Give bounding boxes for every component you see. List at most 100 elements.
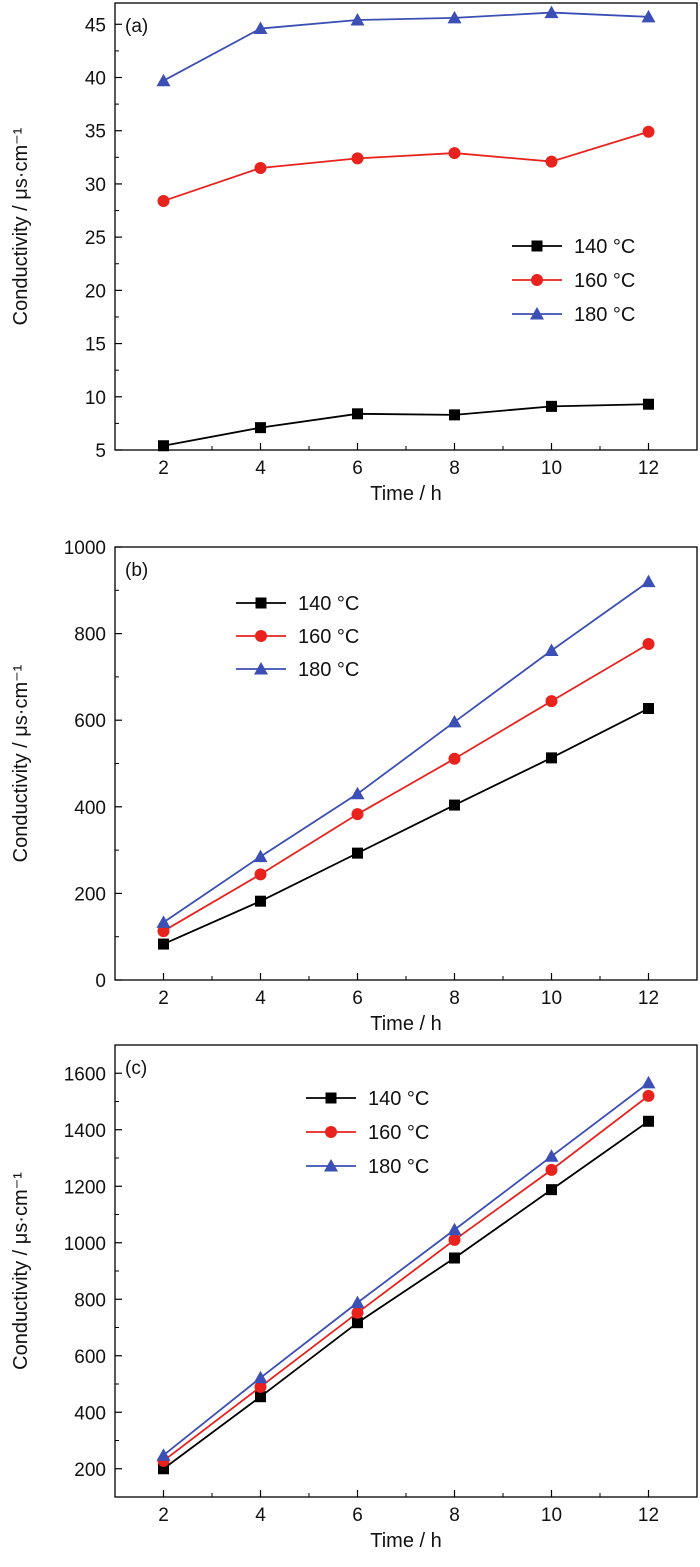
y-tick-label: 200	[74, 1460, 106, 1481]
legend: 140 °C 160 °C 180 °C	[306, 1088, 429, 1178]
legend-label: 180 °C	[368, 1156, 429, 1178]
data-point	[544, 5, 559, 19]
data-point	[643, 1115, 654, 1127]
panel-label: (a)	[125, 16, 148, 37]
panel-label: (b)	[125, 560, 148, 581]
legend-label: 140 °C	[298, 593, 359, 615]
series-2	[157, 125, 655, 207]
x-tick-label: 12	[638, 988, 659, 1009]
series-2	[157, 1089, 655, 1467]
data-point	[158, 440, 169, 452]
legend-label: 140 °C	[574, 236, 635, 258]
data-point	[642, 1089, 655, 1102]
plot-frame	[114, 2, 698, 451]
series-line	[162, 1120, 650, 1470]
data-point	[254, 868, 267, 881]
data-point	[641, 1075, 656, 1089]
series-line	[163, 403, 649, 447]
y-tick-label: 30	[85, 175, 106, 196]
series-3	[156, 1075, 656, 1461]
data-point	[253, 849, 268, 863]
data-point	[641, 574, 656, 588]
y-tick-label: 10	[85, 388, 106, 409]
data-point	[643, 398, 654, 410]
chart-panel-1: 2 4 6 8 10 12 5 10 15 20 25 30 35 40 45 Time / h Conduct…	[10, 2, 698, 505]
y-tick-label: 800	[74, 1290, 106, 1311]
series-3	[156, 5, 656, 87]
legend-label: 160 °C	[298, 626, 359, 648]
data-point	[643, 703, 654, 715]
data-point	[253, 1370, 268, 1384]
data-point	[449, 799, 460, 811]
plot-frame	[114, 546, 698, 981]
data-point	[642, 637, 655, 650]
legend: 140 °C 160 °C 180 °C	[236, 593, 359, 681]
data-point	[350, 786, 365, 800]
y-axis-label: Conductivity / μs·cm⁻¹	[10, 127, 32, 325]
data-point	[447, 714, 462, 728]
x-tick-label: 4	[255, 1505, 266, 1526]
x-tick-label: 2	[158, 1505, 169, 1526]
panel-label: (c)	[125, 1058, 147, 1079]
data-point	[352, 847, 363, 859]
y-tick-label: 1600	[64, 1064, 106, 1085]
x-tick-label: 6	[352, 458, 363, 479]
y-tick-label: 1000	[64, 538, 106, 559]
series-line	[162, 1095, 650, 1462]
data-point	[641, 9, 656, 23]
data-point	[351, 152, 364, 165]
chart-panel-3: 2 4 6 8 10 12 200 400 600 800 1000 1200 1400 1600 Time…	[10, 1044, 698, 1552]
y-tick-label: 25	[85, 228, 106, 249]
series-3	[156, 574, 656, 928]
data-point	[255, 895, 266, 907]
data-point	[449, 409, 460, 421]
x-axis-label: Time / h	[370, 1530, 442, 1552]
data-point	[448, 752, 461, 765]
legend-marker	[325, 1126, 337, 1138]
y-axis-label: Conductivity / μs·cm⁻¹	[10, 1172, 32, 1370]
y-tick-label: 1400	[64, 1121, 106, 1142]
series-line	[163, 11, 649, 82]
series-1	[158, 398, 654, 452]
x-tick-label: 2	[158, 458, 169, 479]
legend-marker	[254, 662, 268, 675]
data-point	[158, 1463, 169, 1475]
data-point	[157, 925, 170, 938]
data-point	[447, 1222, 462, 1236]
y-tick-label: 20	[85, 281, 106, 302]
x-tick-label: 12	[638, 1505, 659, 1526]
y-tick-label: 1000	[64, 1234, 106, 1255]
y-axis-label: Conductivity / μs·cm⁻¹	[10, 664, 32, 862]
data-point	[156, 73, 171, 87]
data-point	[158, 938, 169, 950]
data-point	[352, 408, 363, 420]
y-tick-label: 5	[95, 441, 106, 462]
data-point	[546, 400, 557, 412]
x-tick-label: 4	[255, 458, 266, 479]
y-tick-label: 1200	[64, 1177, 106, 1198]
data-point	[254, 161, 267, 174]
x-tick-label: 10	[541, 988, 562, 1009]
legend-marker	[530, 307, 544, 320]
x-tick-label: 6	[352, 988, 363, 1009]
series-line	[163, 707, 649, 945]
x-tick-label: 10	[541, 458, 562, 479]
series-1	[158, 703, 654, 950]
data-point	[255, 1391, 266, 1403]
data-point	[352, 1317, 363, 1329]
data-point	[351, 808, 364, 821]
x-axis-label: Time / h	[370, 1013, 442, 1035]
data-point	[156, 1448, 171, 1461]
legend: 140 °C 160 °C 180 °C	[512, 236, 635, 326]
y-tick-label: 400	[74, 1403, 106, 1424]
data-point	[156, 915, 171, 928]
data-point	[351, 1306, 364, 1319]
data-point	[545, 695, 558, 708]
series-line	[163, 130, 649, 202]
y-tick-label: 200	[74, 884, 106, 905]
x-tick-label: 2	[158, 988, 169, 1009]
y-tick-label: 800	[74, 625, 106, 646]
data-point	[157, 194, 170, 207]
legend-label: 160 °C	[574, 270, 635, 292]
data-point	[546, 1184, 557, 1196]
